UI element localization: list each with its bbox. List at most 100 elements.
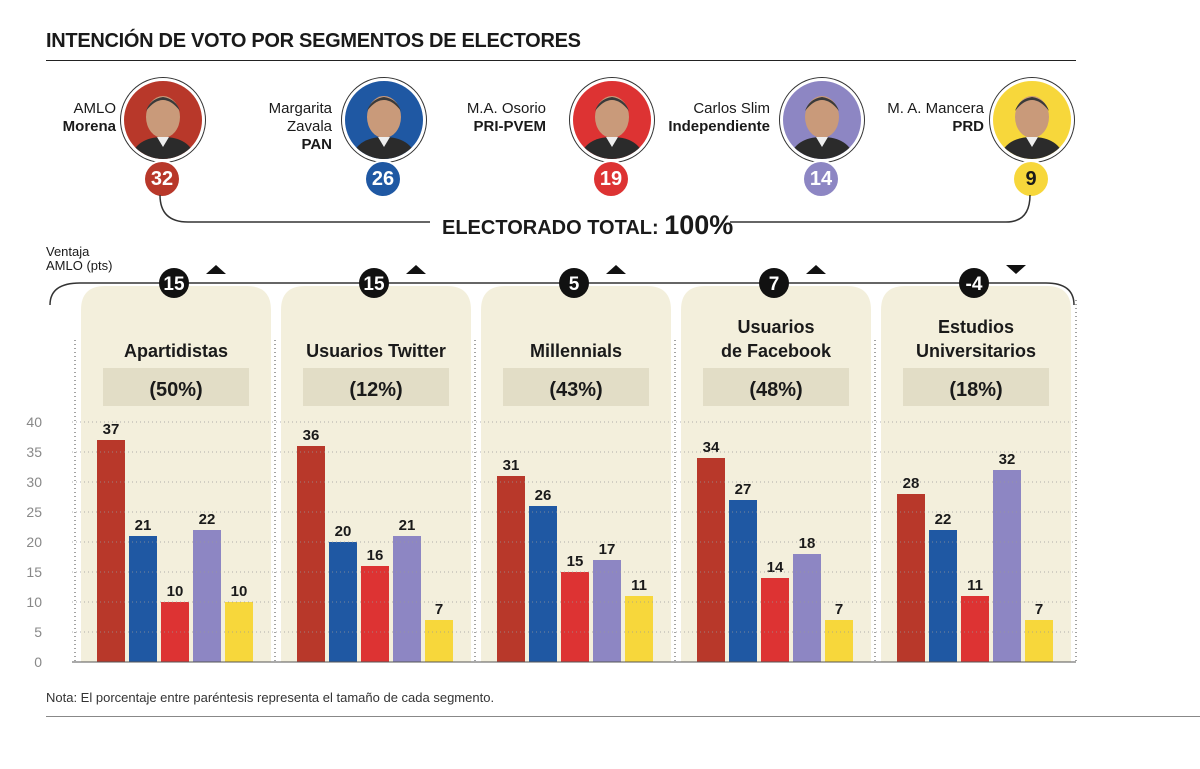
bar [425,620,453,662]
candidate-name: AMLO [73,100,116,117]
total-label-text: ELECTORADO TOTAL: [442,217,659,239]
segment-share-box [303,368,449,406]
advantage-value: 7 [769,274,780,295]
advantage-label-line2: AMLO (pts) [46,258,113,273]
y-tick-label: 30 [26,474,42,490]
advantage-axis-label: Ventaja AMLO (pts) [46,245,112,273]
bar-value-label: 20 [335,523,352,540]
candidate-name: Margarita [268,100,332,117]
segment-label: Usuarios Twitter [306,341,446,361]
bar-value-label: 21 [135,517,152,534]
advantage-badge [759,268,789,298]
bar-value-label: 36 [303,427,320,444]
candidate-score-badge: 14 [804,162,838,196]
candidate-name-block: M.A. Osorio PRI-PVEM [467,100,546,136]
total-label: ELECTORADO TOTAL: 100% [436,210,740,241]
trend-up-icon [806,265,826,274]
segment-label: Millennials [530,341,622,361]
segment-share: (48%) [749,379,802,401]
segment-share-box [703,368,849,406]
segment-label: Estudios [938,317,1014,337]
advantage-badge [159,268,189,298]
y-tick-label: 25 [26,504,42,520]
y-tick-label: 0 [34,654,42,670]
bar-value-label: 7 [1035,601,1043,618]
bar-value-label: 27 [735,481,752,498]
candidate-name: M. A. Mancera [887,100,984,117]
bar [961,596,989,662]
bar-value-label: 16 [367,547,384,564]
candidate-photo [570,78,654,162]
bar-value-label: 34 [703,439,720,456]
segment-share-box [903,368,1049,406]
advantage-badge [359,268,389,298]
bar [993,470,1021,662]
y-tick-label: 15 [26,564,42,580]
bar-value-label: 22 [199,511,216,528]
bar-value-label: 10 [231,583,248,600]
advantage-value: 5 [569,274,580,295]
candidate-party: Independiente [668,118,770,135]
trend-up-icon [406,265,426,274]
bar [129,536,157,662]
bar-value-label: 26 [535,487,552,504]
bar-value-label: 7 [435,601,443,618]
bar-value-label: 11 [631,577,647,594]
total-bracket-left [159,194,430,223]
bar-value-label: 7 [835,601,843,618]
portrait-icon [351,96,417,159]
candidate-party: PRD [952,118,984,135]
candidate-photo [990,78,1074,162]
chart-title: INTENCIÓN DE VOTO POR SEGMENTOS DE ELECT… [46,30,581,52]
trend-down-icon [1006,265,1026,274]
bar [729,500,757,662]
title-rule [46,60,1076,61]
candidate-name: M.A. Osorio [466,100,546,117]
candidate-name-block: M. A. Mancera PRD [887,100,984,136]
segment-label: Universitarios [916,341,1036,361]
footnote: Nota: El porcentaje entre paréntesis rep… [46,690,495,705]
bar-value-label: 10 [167,583,184,600]
advantage-value: 15 [163,274,185,295]
bar [793,554,821,662]
y-tick-label: 5 [34,624,42,640]
total-bracket-right [730,194,1031,223]
bottom-rule [46,716,1200,717]
segment-label: Apartidistas [124,341,228,361]
candidate-score-badge: 32 [145,162,179,196]
candidate-photo [342,78,426,162]
bar [97,440,125,662]
portrait-icon [579,96,645,159]
bar-value-label: 32 [999,451,1016,468]
y-tick-label: 40 [26,414,42,430]
bar [297,446,325,662]
candidate-party: PRI-PVEM [473,118,546,135]
portrait-icon [130,96,196,159]
candidate-score-badge: 26 [366,162,400,196]
bar [497,476,525,662]
bar [393,536,421,662]
bar-value-label: 17 [599,541,616,558]
bar-value-label: 37 [103,421,120,438]
segment-share-box [503,368,649,406]
candidate-photo [121,78,205,162]
segment-share: (18%) [949,379,1002,401]
candidate-score-badge: 19 [594,162,628,196]
bar-value-label: 11 [967,577,983,594]
portrait-icon [999,96,1065,159]
candidate-name-block: Margarita Zavala PAN [269,100,332,154]
bar-value-label: 31 [503,457,520,474]
bar-value-label: 22 [935,511,952,528]
bar [897,494,925,662]
y-tick-label: 35 [26,444,42,460]
advantage-value: 15 [363,274,385,295]
bar [697,458,725,662]
candidate-name: Carlos Slim [693,100,770,117]
total-value: 100% [664,210,734,240]
trend-up-icon [606,265,626,274]
candidate-party: Morena [62,118,116,135]
advantage-label-line1: Ventaja [46,244,90,259]
y-tick-label: 20 [26,534,42,550]
segment-share: (43%) [549,379,602,401]
bar [361,566,389,662]
